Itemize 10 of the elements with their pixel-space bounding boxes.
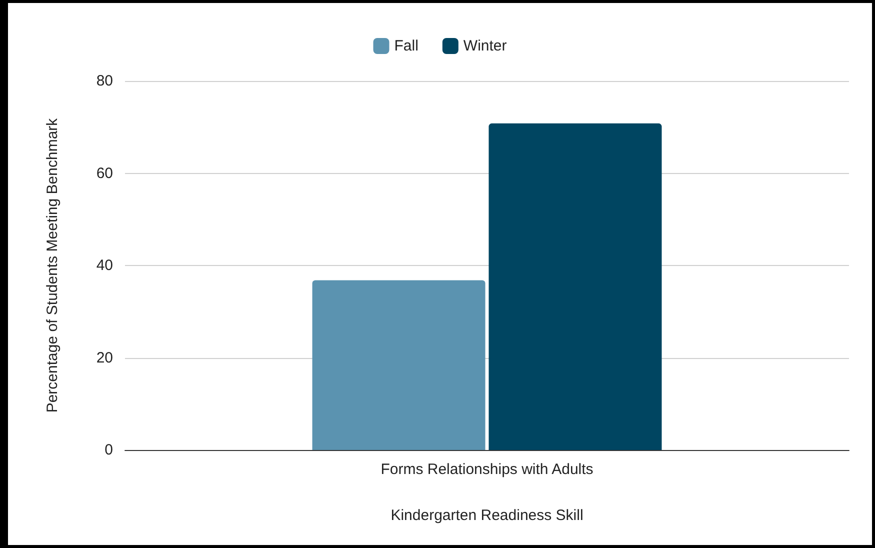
- y-tick-label: 60: [96, 164, 113, 182]
- y-tick-label: 40: [96, 257, 113, 274]
- x-axis-title: Kindergarten Readiness Skill: [390, 507, 584, 524]
- x-tick-label: Forms Relationships with Adults: [380, 461, 594, 478]
- y-axis-title: Percentage of Students Meeting Benchmark: [44, 118, 61, 413]
- y-tick-label: 0: [104, 442, 113, 458]
- legend-label: Winter: [463, 38, 507, 54]
- y-tick-label: 20: [96, 349, 113, 366]
- legend-label: Fall: [394, 38, 418, 54]
- y-tick-label: 80: [96, 72, 113, 90]
